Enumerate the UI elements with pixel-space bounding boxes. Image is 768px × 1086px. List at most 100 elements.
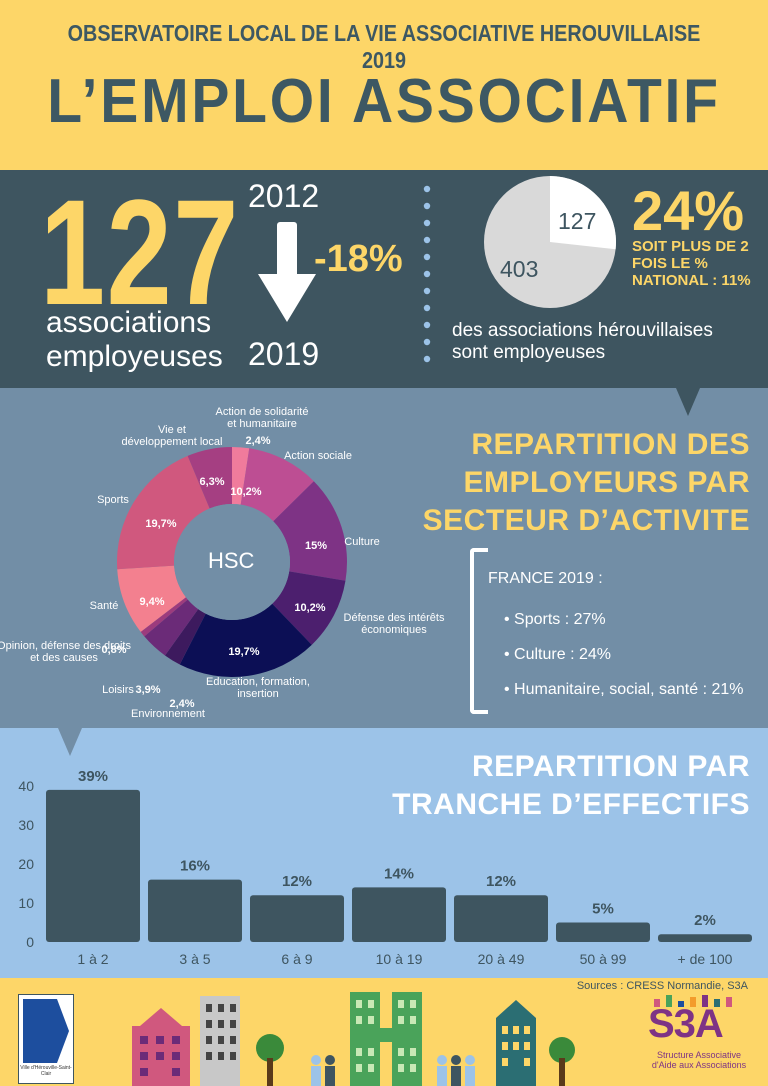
slice-pct-6: 2,4% xyxy=(169,698,195,710)
source-note: Sources : CRESS Normandie, S3A xyxy=(576,980,748,992)
down-arrow-icon xyxy=(258,222,316,322)
big-number: 127 xyxy=(40,168,240,336)
pie-label-403: 403 xyxy=(500,256,539,282)
bar-3 xyxy=(250,895,344,942)
dotted-divider xyxy=(423,185,431,363)
donut-slice-7 xyxy=(144,599,199,656)
bar-data-label: 12% xyxy=(486,873,516,890)
city-logo: Ville d'Hérouville-Saint-Clair xyxy=(18,994,74,1084)
employer-caption: des associations hérouvillaises sont emp… xyxy=(452,320,713,364)
slice-label-9: Santé xyxy=(14,600,194,612)
slice-pct-11: 6,3% xyxy=(199,476,225,488)
slice-label-line2: insertion xyxy=(237,688,279,700)
slice-label-line2: et humanitaire xyxy=(227,418,297,430)
slice-pct-3: 15% xyxy=(304,540,328,552)
donut-slice-11 xyxy=(187,447,232,509)
slice-label-6: Environnement xyxy=(78,708,258,720)
footer: Sources : CRESS Normandie, S3A Ville d'H… xyxy=(0,978,768,1086)
slice-label-line1: Loisirs xyxy=(102,684,134,696)
france-item-culture: • Culture : 24% xyxy=(504,646,611,663)
donut-slice-1 xyxy=(232,447,250,505)
y-tick-label: 20 xyxy=(18,856,34,872)
tranches-title: Repartition par tranche d’effectifs xyxy=(392,748,750,824)
donut-slice-5 xyxy=(179,603,312,677)
slice-pct-1: 2,4% xyxy=(245,435,271,447)
sectors-title: Repartition des employeurs par secteur d… xyxy=(423,426,750,540)
bar-data-label: 16% xyxy=(180,858,210,875)
slice-label-11: Vie et développement local xyxy=(82,424,262,448)
year-end: 2019 xyxy=(248,336,320,372)
x-category-label: 3 à 5 xyxy=(179,951,210,967)
s3a-logo: S3A Structure Associative d'Aide aux Ass… xyxy=(644,994,752,1078)
caption-line1: des associations hérouvillaises xyxy=(452,320,713,341)
france-item-sports: • Sports : 27% xyxy=(504,611,606,628)
header: OBSERVATOIRE LOCAL DE LA VIE ASSOCIATIVE… xyxy=(0,0,768,170)
slice-label-line1: Action sociale xyxy=(284,450,352,462)
s3a-logo-text: S3A xyxy=(648,1002,724,1046)
percent-note: SOIT PLUS DE 2 FOIS LE % NATIONAL : 11% xyxy=(632,238,751,289)
sectors-title-line2: employeurs par xyxy=(463,466,750,499)
bar-6 xyxy=(556,922,650,942)
bar-7 xyxy=(658,934,752,942)
sector-labels: Action de solidarité et humanitaire 2,4% Ac… xyxy=(0,388,444,728)
percent-note-line2: FOIS LE % xyxy=(632,255,708,272)
y-tick-label: 0 xyxy=(26,934,34,950)
france-item-humanitaire: • Humanitaire, social, santé : 21% xyxy=(504,681,744,698)
slice-pct-9: 9,4% xyxy=(139,596,165,608)
x-category-label: 10 à 19 xyxy=(376,951,423,967)
y-tick-label: 10 xyxy=(18,895,34,911)
percent-value: 24% xyxy=(632,179,745,242)
big-label-line1: associations xyxy=(46,306,212,339)
slice-pct-2: 10,2% xyxy=(230,486,262,498)
y-tick-label: 30 xyxy=(18,817,34,833)
france-bracket xyxy=(470,548,488,714)
slice-label-line1: Santé xyxy=(89,600,119,612)
employer-share-pie xyxy=(484,176,617,308)
slice-label-10: Sports xyxy=(23,494,203,506)
city-skyline-illustration xyxy=(132,992,575,1086)
stats-panel: 127 associations employeuses 2012 2019 -… xyxy=(0,168,768,388)
percent-note-line1: SOIT PLUS DE 2 xyxy=(632,238,749,255)
donut-slice-3 xyxy=(273,481,347,581)
slice-label-line1: Opinion, défense des droits xyxy=(0,640,131,652)
pointer-down-shape-2 xyxy=(58,728,82,756)
slice-label-line2: économiques xyxy=(361,624,427,636)
tranches-panel: Repartition par tranche d’effectifs 0 10 2… xyxy=(0,728,768,978)
donut-slice-8 xyxy=(140,597,188,637)
slice-label-8: Opinion, défense des droits et des causes xyxy=(0,640,154,664)
bar-data-label: 5% xyxy=(592,901,614,918)
caption-line2: sont employeuses xyxy=(452,342,606,363)
bar-data-label: 2% xyxy=(694,912,716,929)
bar-4 xyxy=(352,887,446,942)
donut-slice-6 xyxy=(164,609,206,665)
slice-label-line1: Sports xyxy=(97,494,129,506)
tranche-bar-chart: 0 10 20 30 40 39% 1 à 2 16% 3 à 5 12% 6 à 9 14% 10 à… xyxy=(18,768,752,967)
big-label-line2: employeuses xyxy=(46,340,223,373)
year-start: 2012 xyxy=(248,178,320,214)
slice-label-line1: Environnement xyxy=(131,708,205,720)
y-tick-label: 40 xyxy=(18,778,34,794)
slice-label-4: Défense des intérêts économiques xyxy=(304,612,484,636)
bar-2 xyxy=(148,879,242,942)
slice-pct-4: 10,2% xyxy=(294,602,326,614)
donut-slice-10 xyxy=(117,455,210,570)
s3a-name: Structure Associative d'Aide aux Associa… xyxy=(651,1050,747,1070)
city-logo-label: Ville d'Hérouville-Saint-Clair xyxy=(20,1065,72,1077)
percent-note-line3: NATIONAL : 11% xyxy=(632,272,751,289)
bar-5 xyxy=(454,895,548,942)
slice-pct-10: 19,7% xyxy=(145,518,177,530)
slice-label-line2: et des causes xyxy=(30,652,98,664)
pie-slice-employers xyxy=(550,176,617,250)
bar-data-label: 39% xyxy=(78,768,108,785)
slice-label-3: Culture xyxy=(272,536,452,548)
donut-slice-4 xyxy=(272,571,346,645)
sector-donut-chart xyxy=(117,447,347,677)
slice-label-2: Action sociale xyxy=(228,450,408,462)
donut-slice-2 xyxy=(240,448,314,522)
x-category-label: 1 à 2 xyxy=(77,951,108,967)
donut-hole xyxy=(174,504,290,620)
header-title: L’EMPLOI ASSOCIATIF xyxy=(47,67,721,136)
slice-label-line1: Défense des intérêts xyxy=(343,612,445,624)
slice-label-1: Action de solidarité et humanitaire xyxy=(172,406,352,430)
donut-slice-9 xyxy=(117,565,186,632)
